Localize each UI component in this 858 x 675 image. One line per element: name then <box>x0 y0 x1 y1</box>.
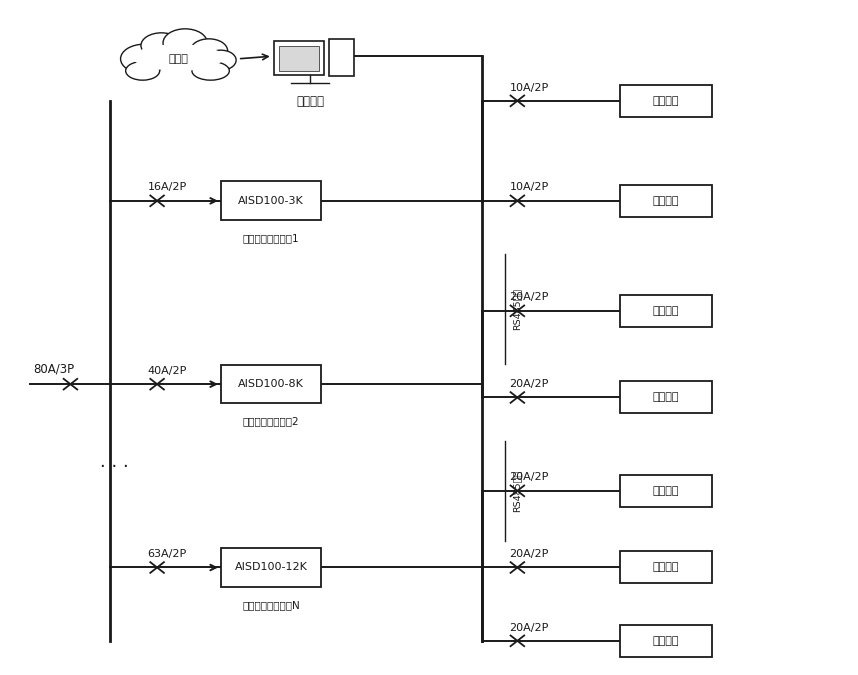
Text: RS485总线: RS485总线 <box>513 470 522 512</box>
Text: 10A/2P: 10A/2P <box>510 182 549 192</box>
Text: 用电设备: 用电设备 <box>653 562 680 572</box>
FancyBboxPatch shape <box>620 295 712 327</box>
Text: 用电设备: 用电设备 <box>653 306 680 316</box>
FancyBboxPatch shape <box>329 40 354 76</box>
Ellipse shape <box>163 29 208 57</box>
Ellipse shape <box>206 50 236 70</box>
Text: 20A/2P: 20A/2P <box>510 472 549 483</box>
FancyBboxPatch shape <box>620 381 712 414</box>
Text: 用电设备: 用电设备 <box>653 196 680 206</box>
Text: AISD100-3K: AISD100-3K <box>238 196 304 206</box>
FancyBboxPatch shape <box>275 41 323 75</box>
Ellipse shape <box>121 44 168 74</box>
Ellipse shape <box>134 45 223 70</box>
Text: 20A/2P: 20A/2P <box>510 292 549 302</box>
Text: 20A/2P: 20A/2P <box>510 622 549 632</box>
Text: 监控主机: 监控主机 <box>296 95 324 108</box>
Text: 10A/2P: 10A/2P <box>510 82 549 92</box>
Text: 智能安全配电装置2: 智能安全配电装置2 <box>243 416 299 427</box>
Text: AISD100-8K: AISD100-8K <box>238 379 304 389</box>
Text: 80A/3P: 80A/3P <box>33 363 74 376</box>
Text: 用电设备: 用电设备 <box>653 486 680 496</box>
Text: 20A/2P: 20A/2P <box>510 379 549 389</box>
Ellipse shape <box>192 61 229 80</box>
FancyBboxPatch shape <box>279 46 319 72</box>
FancyBboxPatch shape <box>620 85 712 117</box>
Text: · · ·: · · · <box>100 458 129 477</box>
Text: 智能安全配电装置N: 智能安全配电装置N <box>242 600 299 610</box>
Text: 智能安全配电装置1: 智能安全配电装置1 <box>243 233 299 243</box>
FancyBboxPatch shape <box>123 53 233 74</box>
Text: 用电设备: 用电设备 <box>653 392 680 402</box>
Text: 40A/2P: 40A/2P <box>148 366 187 376</box>
Text: 16A/2P: 16A/2P <box>148 182 187 192</box>
Text: 用电设备: 用电设备 <box>653 636 680 646</box>
FancyBboxPatch shape <box>620 475 712 507</box>
Text: 63A/2P: 63A/2P <box>148 549 187 559</box>
Ellipse shape <box>141 33 182 58</box>
FancyBboxPatch shape <box>221 182 321 220</box>
Text: 用电设备: 用电设备 <box>653 96 680 106</box>
FancyBboxPatch shape <box>620 625 712 657</box>
Text: 安全云: 安全云 <box>168 54 188 64</box>
Ellipse shape <box>125 61 160 80</box>
Text: RS485总线: RS485总线 <box>513 288 522 330</box>
Text: 20A/2P: 20A/2P <box>510 549 549 559</box>
FancyBboxPatch shape <box>221 364 321 404</box>
Ellipse shape <box>190 39 227 63</box>
Text: AISD100-12K: AISD100-12K <box>234 562 307 572</box>
FancyBboxPatch shape <box>620 185 712 217</box>
FancyBboxPatch shape <box>620 551 712 583</box>
FancyBboxPatch shape <box>221 548 321 587</box>
